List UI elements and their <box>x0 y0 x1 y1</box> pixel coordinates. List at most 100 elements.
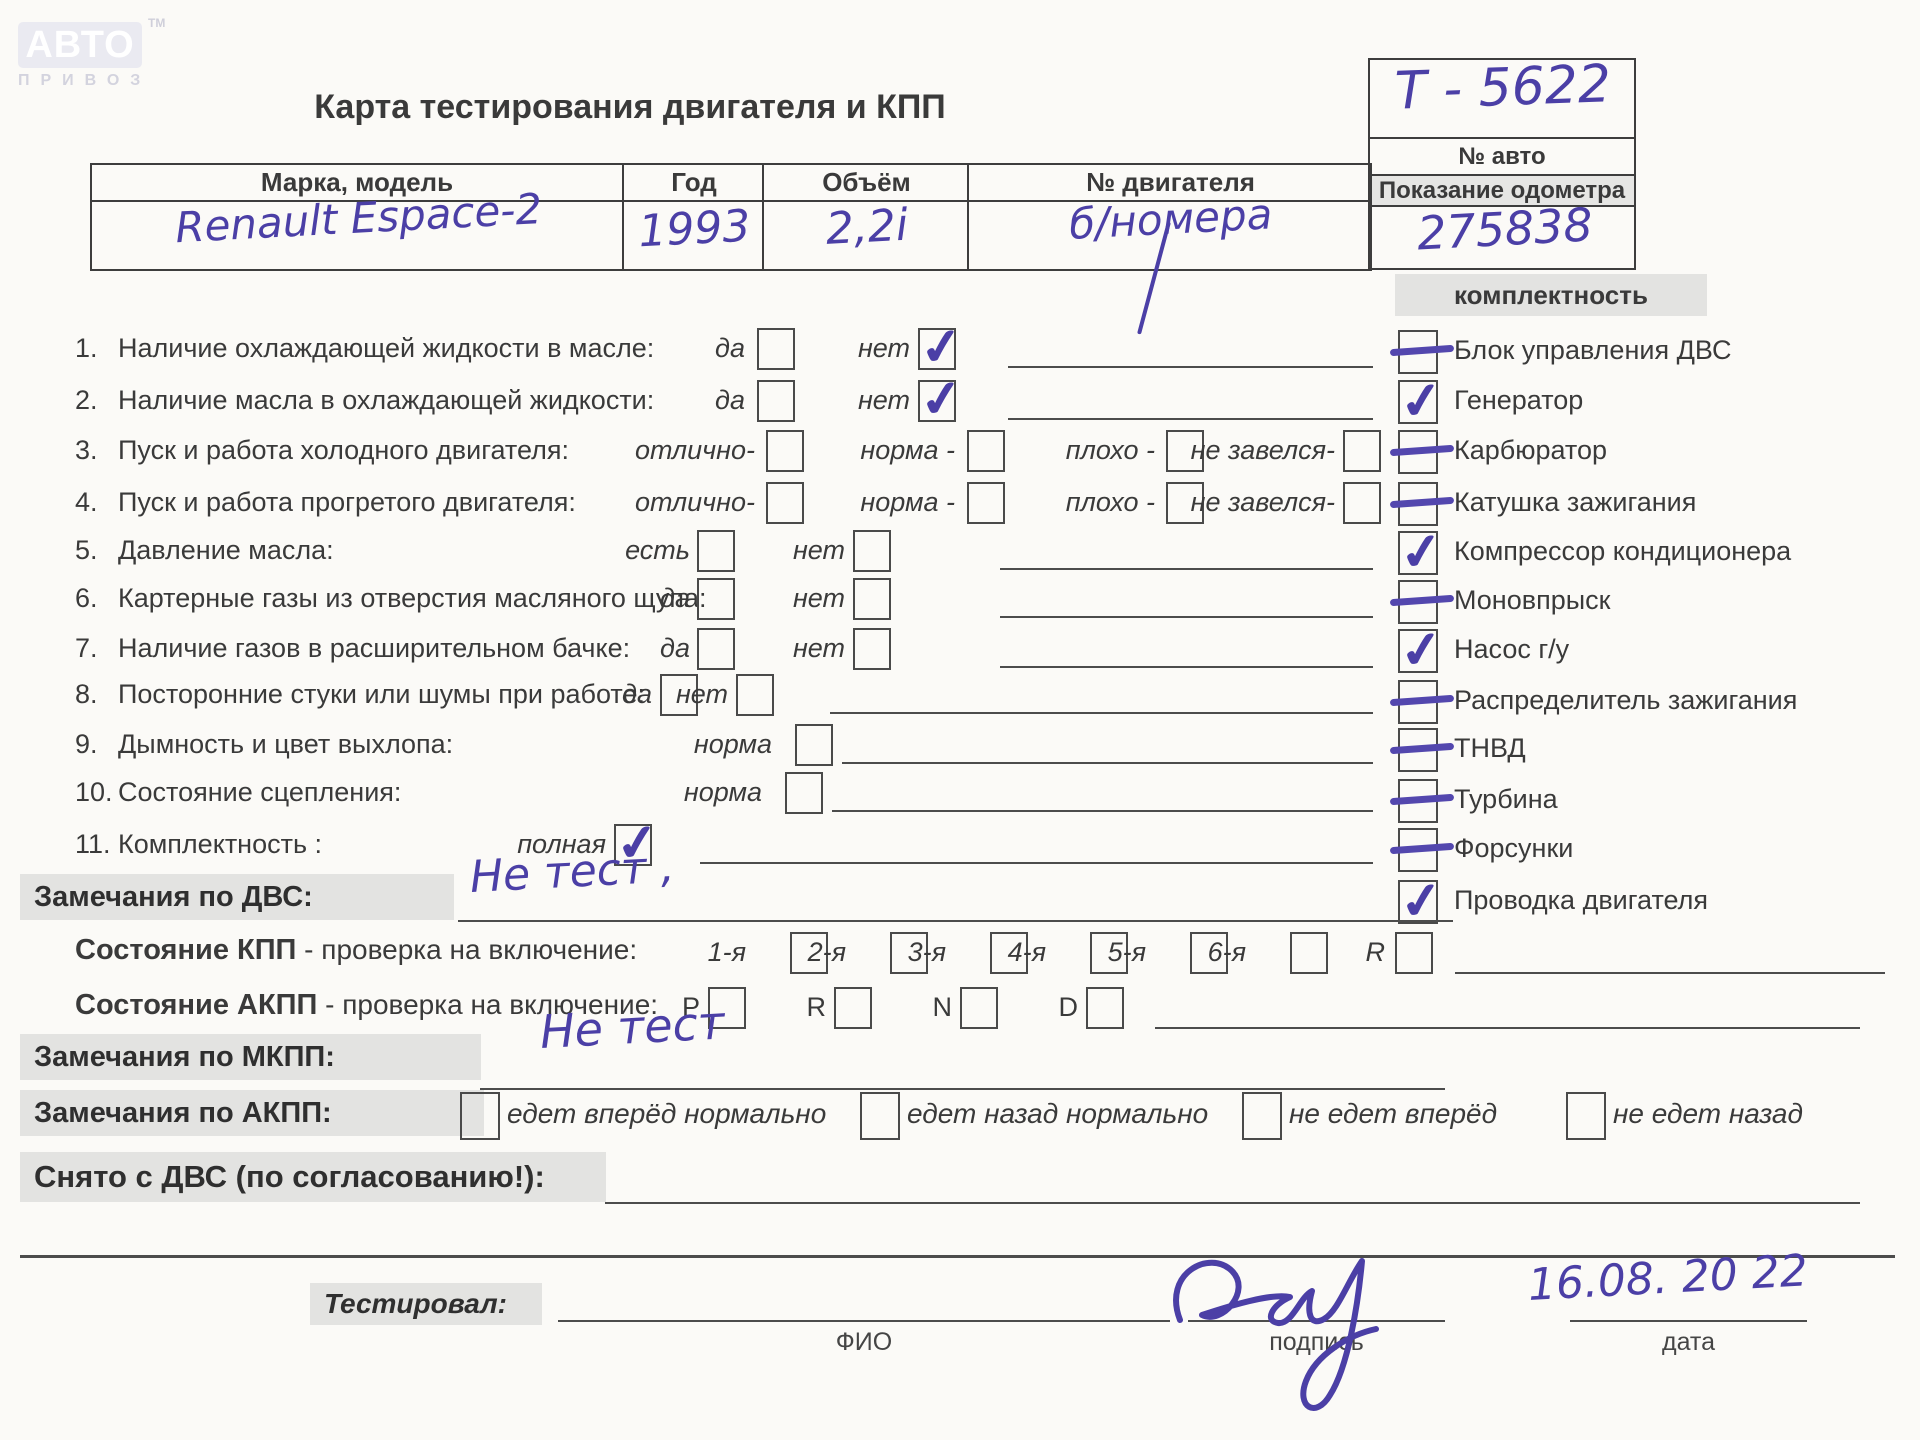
checklist-row: 4. Пуск и работа прогретого двигателя: о… <box>0 480 1920 524</box>
checkbox-equipment[interactable]: ✓ <box>1389 828 1455 872</box>
row-number: 10. <box>75 777 113 807</box>
option-label: норма <box>683 777 762 807</box>
blank-line <box>1155 1027 1860 1029</box>
checkbox-da[interactable]: ✓ <box>757 380 795 422</box>
checkbox-ne-zavelsya[interactable]: ✓ <box>1343 430 1381 472</box>
checkbox-norma[interactable]: ✓ <box>795 724 833 766</box>
checkbox-net[interactable]: ✓ <box>917 369 965 429</box>
checkbox-ploho[interactable]: ✓ <box>1166 430 1204 472</box>
row-label: Наличие охлаждающей жидкости в масле: <box>118 333 655 363</box>
checklist-row: 10. Состояние сцепления: норма ✓ <box>0 770 1920 814</box>
akpp-option-label: едет назад нормально <box>907 1098 1209 1129</box>
signature-handwritten <box>1150 1235 1470 1440</box>
checklist-row: 8. Посторонние стуки или шумы при работе… <box>0 672 1920 716</box>
checkbox-equipment[interactable]: ✓ <box>1389 430 1455 474</box>
akpp-label: Состояние АКПП - проверка на включение: <box>75 989 659 1021</box>
col-header-make: Марка, модель <box>92 165 622 202</box>
option-label: норма - <box>860 487 955 517</box>
equipment-item: ✓ Турбина <box>1389 778 1918 823</box>
checkbox-net[interactable]: ✓ <box>736 674 774 716</box>
row-number: 6. <box>75 583 98 613</box>
checkbox-akpp-option[interactable]: ✓ <box>860 1092 900 1140</box>
divider <box>1370 137 1634 139</box>
checkbox-akpp-option[interactable]: ✓ <box>460 1092 500 1140</box>
checkbox-gear-2[interactable]: ✓ <box>890 932 928 974</box>
blank-line <box>480 1088 1445 1090</box>
checkbox-da[interactable]: ✓ <box>757 328 795 370</box>
checkbox-gear-6[interactable]: ✓ <box>1290 932 1328 974</box>
checkbox-gear-3[interactable]: ✓ <box>990 932 1028 974</box>
option-label: да <box>715 385 745 415</box>
dash-mark-icon <box>1389 694 1455 707</box>
checkbox-gear-5[interactable]: ✓ <box>1190 932 1228 974</box>
row-label: Состояние сцепления: <box>118 777 402 807</box>
option-label: нет <box>792 583 845 613</box>
checkbox-ploho[interactable]: ✓ <box>1166 482 1204 524</box>
checkbox-gear-n[interactable]: ✓ <box>960 987 998 1029</box>
tester-label: Тестировал: <box>310 1283 542 1325</box>
fio-line <box>558 1320 1170 1322</box>
gear-label: R <box>1365 937 1386 967</box>
checkbox-equipment[interactable]: ✓ <box>1389 580 1455 624</box>
checkbox-net[interactable]: ✓ <box>853 628 891 670</box>
checkbox-norma[interactable]: ✓ <box>785 772 823 814</box>
odometer-label: Показание одометра <box>1370 176 1634 205</box>
checkbox-norma[interactable]: ✓ <box>967 482 1005 524</box>
vehicle-table: Марка, модель Год Объём № двигателя Rena… <box>90 163 1372 271</box>
dash-mark-icon <box>1389 594 1455 607</box>
checkbox-equipment[interactable]: ✓ <box>1389 779 1455 823</box>
dash-mark-icon <box>1389 444 1455 457</box>
checkbox-equipment[interactable]: ✓ <box>1389 680 1455 724</box>
checkbox-equipment[interactable]: ✓ <box>1389 728 1455 772</box>
option-label: норма <box>693 729 772 759</box>
equipment-label: Распределитель зажигания <box>1454 685 1798 715</box>
checkbox-net[interactable]: ✓ <box>853 578 891 620</box>
checkbox-equipment[interactable]: ✓ <box>1397 371 1445 431</box>
checkbox-equipment[interactable]: ✓ <box>1389 330 1455 374</box>
checkbox-da[interactable]: ✓ <box>697 578 735 620</box>
gear-label: 1-я <box>707 937 746 967</box>
checkbox-net[interactable]: ✓ <box>853 530 891 572</box>
gear-label: 4-я <box>1007 937 1046 967</box>
checkbox-est[interactable]: ✓ <box>697 530 735 572</box>
blank-line <box>458 920 1453 922</box>
checkbox-gear-r[interactable]: ✓ <box>1395 932 1433 974</box>
option-label: нет <box>857 333 910 363</box>
option-label: нет <box>857 385 910 415</box>
checkbox-equipment[interactable]: ✓ <box>1397 871 1445 931</box>
checkbox-equipment[interactable]: ✓ <box>1397 620 1445 680</box>
checkbox-akpp-option[interactable]: ✓ <box>1242 1092 1282 1140</box>
checkbox-net[interactable]: ✓ <box>917 317 965 377</box>
checkbox-gear-4[interactable]: ✓ <box>1090 932 1128 974</box>
blank-line <box>1000 666 1373 668</box>
check-mark-icon: ✓ <box>1397 370 1445 432</box>
row-number: 11. <box>75 829 111 859</box>
checkbox-polnaya[interactable]: ✓ <box>613 813 661 873</box>
dvs-note-handwritten: Не тест , <box>468 841 676 903</box>
checkbox-equipment[interactable]: ✓ <box>1389 482 1455 526</box>
checkbox-akpp-option[interactable]: ✓ <box>1566 1092 1606 1140</box>
car-number-label: № авто <box>1458 143 1546 170</box>
equipment-item: ✓ Моновпрыск <box>1389 579 1918 624</box>
checkbox-norma[interactable]: ✓ <box>967 430 1005 472</box>
equipment-label: Форсунки <box>1454 833 1574 863</box>
checkbox-da[interactable]: ✓ <box>697 628 735 670</box>
option-label: да <box>660 583 690 613</box>
equipment-label: Генератор <box>1454 385 1584 415</box>
equipment-label: Проводка двигателя <box>1454 885 1708 915</box>
equipment-label: Компрессор кондиционера <box>1454 536 1792 566</box>
blank-line <box>605 1202 1860 1204</box>
divider <box>622 165 624 269</box>
checkbox-equipment[interactable]: ✓ <box>1397 522 1445 582</box>
checkbox-otlichno[interactable]: ✓ <box>766 482 804 524</box>
checkbox-gear-1[interactable]: ✓ <box>790 932 828 974</box>
checklist-row: 2. Наличие масла в охлаждающей жидкости:… <box>0 369 1920 429</box>
checkbox-da[interactable]: ✓ <box>660 674 698 716</box>
checkbox-ne-zavelsya[interactable]: ✓ <box>1343 482 1381 524</box>
gear-label: 2-я <box>807 937 846 967</box>
checkbox-gear-d[interactable]: ✓ <box>1086 987 1124 1029</box>
removed-from-engine-label: Снято с ДВС (по согласованию!): <box>20 1152 606 1202</box>
checkbox-gear-r[interactable]: ✓ <box>834 987 872 1029</box>
checkbox-gear-p[interactable]: ✓ <box>708 987 746 1029</box>
checkbox-otlichno[interactable]: ✓ <box>766 430 804 472</box>
